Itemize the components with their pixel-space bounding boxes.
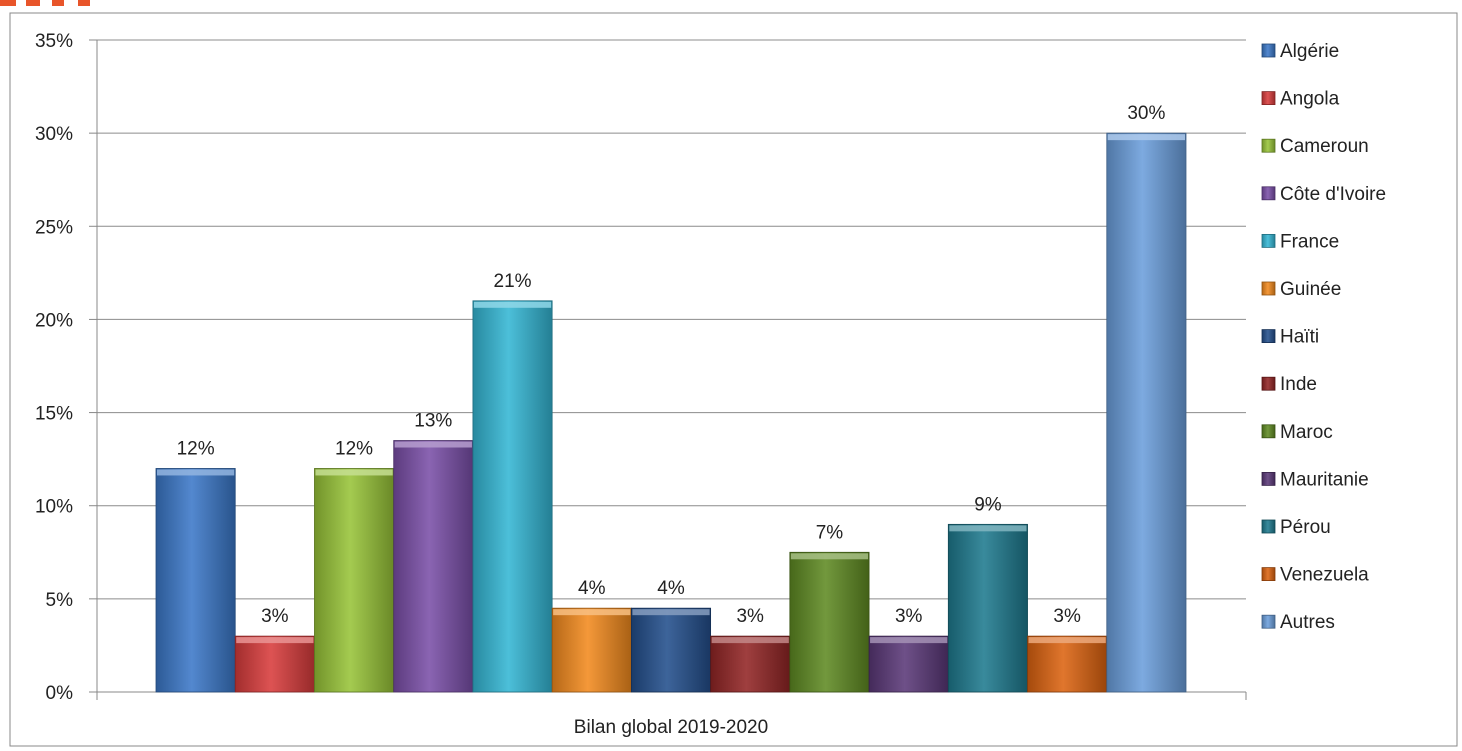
legend-label: Algérie: [1280, 41, 1339, 62]
y-tick-label: 30%: [35, 124, 73, 145]
legend-swatch: [1261, 138, 1276, 153]
data-label: 3%: [736, 606, 764, 627]
legend-swatch: [1261, 43, 1276, 58]
bar-Mauritanie: [868, 635, 949, 693]
bar-Inde: [710, 635, 791, 693]
bar-top-highlight: [553, 609, 631, 616]
bar-France: [472, 300, 553, 693]
legend-label: Angola: [1280, 89, 1340, 110]
legend-label: Venezuela: [1280, 565, 1369, 586]
legend-label: Inde: [1280, 374, 1317, 395]
data-label: 12%: [177, 438, 215, 459]
legend-swatch: [1261, 281, 1276, 296]
bar-Pérou: [947, 523, 1028, 693]
legend-swatch: [1261, 424, 1276, 439]
y-tick-label: 0%: [46, 683, 74, 704]
y-tick-label: 15%: [35, 404, 73, 425]
bar-top-highlight: [711, 637, 789, 644]
bar-top-highlight: [632, 609, 710, 616]
bar-Haïti: [630, 607, 712, 693]
y-tick-label: 10%: [35, 497, 73, 518]
bar-top-highlight: [394, 441, 472, 448]
data-label: 3%: [895, 606, 923, 627]
orange-header-fragment: [0, 0, 90, 6]
legend-swatch: [1261, 186, 1276, 201]
bar-Venezuela: [1027, 635, 1108, 693]
bar-top-highlight: [1107, 134, 1185, 141]
data-label: 21%: [494, 271, 532, 292]
bar-Côte d'Ivoire: [393, 440, 474, 693]
bar-Guinée: [551, 607, 632, 693]
legend-swatch: [1261, 91, 1276, 105]
legend-swatch: [1261, 233, 1276, 248]
category-label: Bilan global 2019-2020: [574, 717, 768, 738]
legend-label: Autres: [1280, 612, 1335, 633]
data-label: 9%: [974, 494, 1002, 515]
bar-top-highlight: [790, 553, 869, 560]
data-label: 3%: [1053, 606, 1081, 627]
y-tick-label: 35%: [35, 31, 73, 52]
chart-frame: [9, 12, 1458, 747]
bar-top-highlight: [157, 469, 235, 476]
legend-label: Pérou: [1280, 517, 1331, 538]
data-label: 3%: [261, 606, 289, 627]
y-tick-label: 5%: [46, 590, 74, 611]
legend-label: Guinée: [1280, 279, 1341, 300]
legend-swatch: [1261, 614, 1276, 629]
bar-Algérie: [155, 468, 236, 693]
bar-top-highlight: [473, 301, 552, 308]
legend-swatch: [1261, 376, 1276, 391]
data-label: 13%: [414, 411, 452, 432]
legend-swatch: [1261, 519, 1276, 534]
bar-Autres: [1106, 132, 1187, 693]
y-tick-label: 25%: [35, 217, 73, 238]
y-tick-label: 20%: [35, 310, 73, 331]
legend-label: Côte d'Ivoire: [1280, 184, 1386, 205]
legend-label: Cameroun: [1280, 136, 1369, 157]
legend-swatch: [1261, 471, 1276, 486]
bar-Maroc: [789, 551, 870, 693]
data-label: 4%: [578, 578, 606, 599]
legend-label: France: [1280, 231, 1339, 252]
bar-top-highlight: [870, 637, 948, 644]
bar-top-highlight: [236, 637, 314, 644]
data-label: 4%: [657, 578, 685, 599]
bar-Cameroun: [314, 468, 395, 693]
legend-label: Haïti: [1280, 327, 1319, 348]
data-label: 12%: [335, 438, 373, 459]
legend-label: Mauritanie: [1280, 469, 1369, 490]
legend-swatch: [1261, 567, 1276, 581]
bar-top-highlight: [1028, 637, 1106, 644]
bar-top-highlight: [949, 525, 1027, 532]
data-label: 7%: [816, 522, 844, 543]
bar-top-highlight: [315, 469, 393, 476]
legend-swatch: [1261, 329, 1276, 344]
legend-label: Maroc: [1280, 422, 1333, 443]
bar-Angola: [234, 635, 315, 693]
data-label: 30%: [1127, 103, 1165, 124]
